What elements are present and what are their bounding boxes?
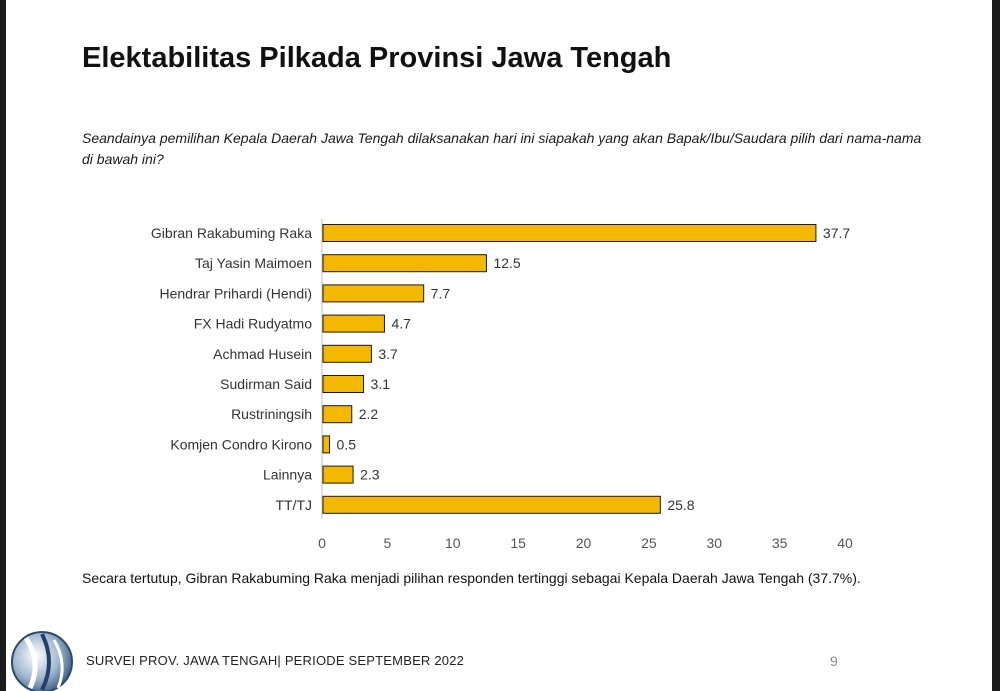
survey-globe-logo-icon — [11, 631, 73, 691]
data-label: 0.5 — [337, 436, 357, 452]
bar — [322, 375, 365, 393]
category-label: Lainnya — [263, 467, 312, 483]
bar — [322, 495, 661, 514]
data-label: 2.3 — [360, 467, 380, 483]
bar — [322, 405, 353, 424]
x-tick-label: 15 — [510, 535, 526, 551]
x-tick-label: 30 — [706, 535, 722, 551]
x-tick-label: 5 — [383, 535, 391, 551]
survey-question: Seandainya pemilihan Kepala Daerah Jawa … — [82, 130, 922, 167]
x-tick-label: 20 — [576, 535, 592, 551]
x-tick-label: 40 — [837, 535, 853, 551]
category-label: Hendrar Prihardi (Hendi) — [159, 285, 312, 301]
data-label: 37.7 — [823, 225, 850, 241]
x-tick-label: 10 — [445, 535, 461, 551]
page-number: 9 — [830, 653, 838, 669]
category-label: Gibran Rakabuming Raka — [151, 225, 312, 241]
x-tick-label: 25 — [641, 535, 657, 551]
data-label: 3.1 — [371, 376, 391, 392]
category-label: Sudirman Said — [220, 376, 312, 392]
data-label: 2.2 — [359, 406, 379, 422]
category-label: TT/TJ — [275, 497, 312, 513]
x-tick-label: 35 — [772, 535, 788, 551]
data-label: 7.7 — [431, 285, 451, 301]
bar — [322, 465, 354, 484]
x-tick-label: 0 — [318, 535, 326, 551]
category-label: FX Hadi Rudyatmo — [194, 316, 312, 332]
data-label: 12.5 — [493, 255, 520, 271]
slide: Elektabilitas Pilkada Provinsi Jawa Teng… — [6, 0, 992, 691]
footer-text: SURVEI PROV. JAWA TENGAH| PERIODE SEPTEM… — [86, 653, 465, 668]
bar — [322, 435, 331, 454]
conclusion-text: Secara tertutup, Gibran Rakabuming Raka … — [82, 570, 861, 586]
bar — [322, 224, 817, 242]
bar — [322, 284, 425, 303]
slide-title: Elektabilitas Pilkada Provinsi Jawa Teng… — [82, 42, 672, 74]
data-label: 25.8 — [667, 497, 694, 513]
bar-chart: Gibran Rakabuming Raka 37.7 Taj Yasin Maim… — [151, 219, 853, 551]
category-label: Komjen Condro Kirono — [170, 436, 312, 452]
bar — [322, 314, 385, 333]
category-label: Taj Yasin Maimoen — [195, 255, 312, 271]
data-label: 4.7 — [391, 316, 411, 332]
data-label: 3.7 — [378, 346, 398, 362]
category-label: Achmad Husein — [213, 346, 312, 362]
bar — [322, 344, 372, 363]
category-label: Rustriningsih — [231, 406, 312, 422]
bar — [322, 254, 487, 273]
